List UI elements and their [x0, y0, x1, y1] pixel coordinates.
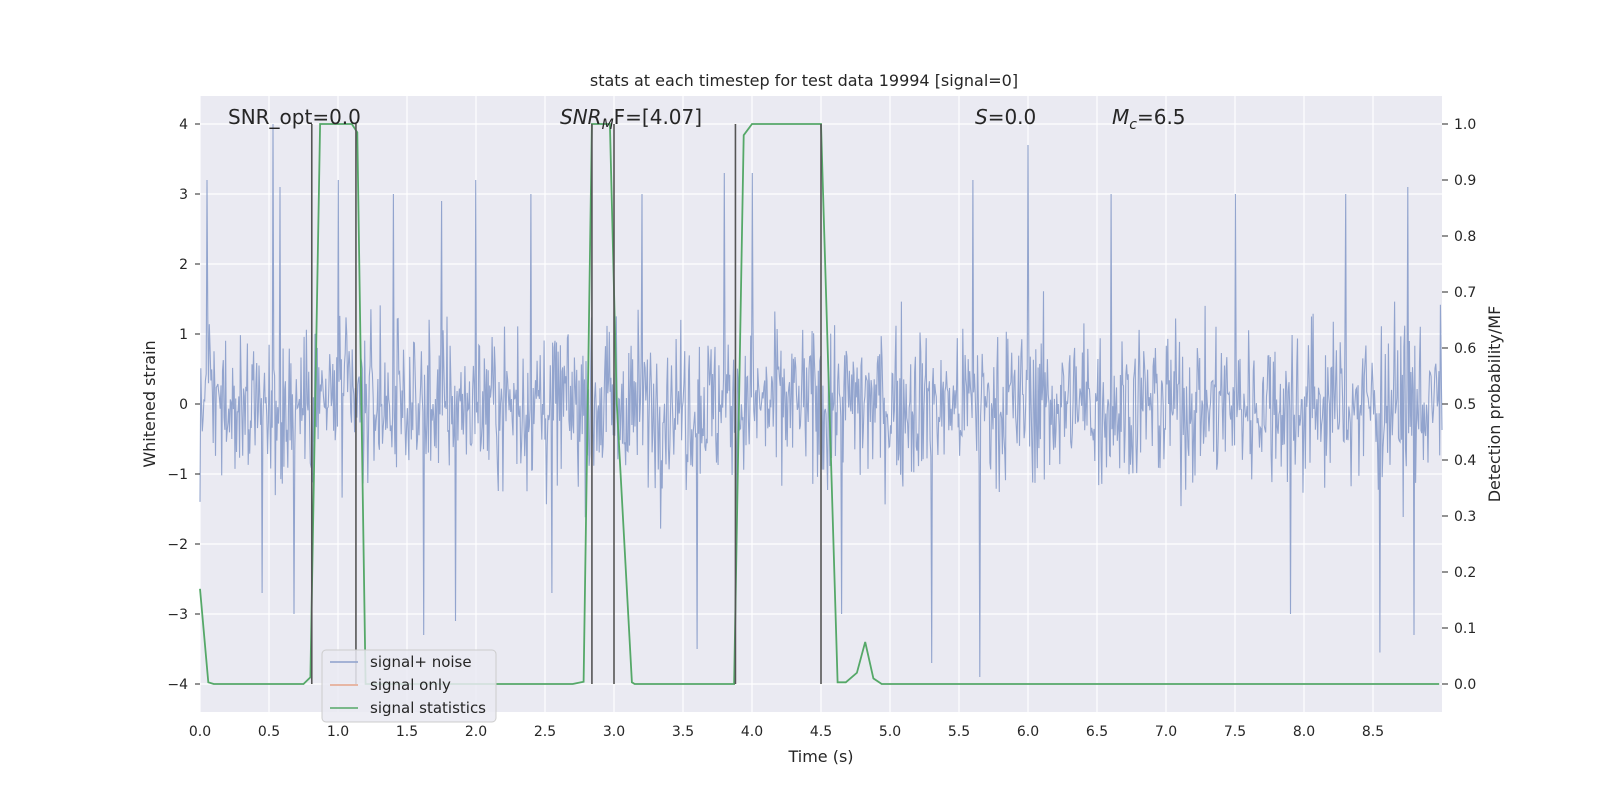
annotation-snr-mf-rest: F=[4.07]	[614, 105, 702, 129]
y-tick-label-right: 0.6	[1454, 341, 1476, 357]
y-tick-label-left: −3	[167, 607, 188, 623]
y-tick-label-right: 1.0	[1454, 117, 1476, 133]
x-tick-label: 8.5	[1362, 724, 1384, 740]
y-tick-label-right: 0.4	[1454, 453, 1476, 469]
y-axis-right-label: Detection probability/MF	[1485, 306, 1504, 503]
annotation-mc-rest: =6.5	[1137, 105, 1186, 129]
annotation-snr-mf: SNRMF=[4.07]	[560, 105, 702, 133]
x-axis-label: Time (s)	[787, 747, 853, 766]
legend-label-signal-noise: signal+ noise	[370, 653, 472, 671]
x-tick-label: 0.0	[189, 724, 211, 740]
y-axis-right: 0.0 0.1 0.2 0.3 0.4 0.5 0.6 0.7 0.8 0.9 1.0	[1442, 117, 1476, 693]
legend-label-signal-statistics: signal statistics	[370, 699, 486, 717]
y-tick-label-right: 0.8	[1454, 229, 1476, 245]
x-tick-label: 6.5	[1086, 724, 1108, 740]
y-tick-label-left: 0	[179, 397, 188, 413]
x-tick-label: 5.0	[879, 724, 901, 740]
y-tick-label-left: 2	[179, 257, 188, 273]
x-tick-label: 2.5	[534, 724, 556, 740]
y-tick-label-left: 1	[179, 327, 188, 343]
legend: signal+ noise signal only signal statist…	[321, 649, 497, 723]
annotation-s-label: S	[975, 105, 988, 129]
y-axis-left-label: Whitened strain	[140, 340, 159, 467]
annotation-snr-mf-base: SNR	[560, 105, 602, 129]
annotation-snr-opt: SNR_opt=0.0	[228, 105, 361, 129]
line-signal-statistics	[199, 123, 1440, 685]
y-tick-label-left: 3	[179, 187, 188, 203]
annotation-mc-label: M	[1112, 105, 1129, 129]
annotations: SNR_opt=0.0 SNRMF=[4.07] S=0.0 Mc=6.5	[228, 105, 1186, 133]
y-tick-label-left: −2	[167, 537, 188, 553]
series-signal-statistics	[199, 123, 1440, 685]
x-tick-label: 6.0	[1017, 724, 1039, 740]
y-tick-label-right: 0.5	[1454, 397, 1476, 413]
y-tick-label-right: 0.0	[1454, 677, 1476, 693]
y-tick-label-left: −4	[167, 677, 188, 693]
annotation-mc: Mc=6.5	[1112, 105, 1186, 133]
y-tick-label-left: 4	[179, 117, 188, 133]
x-tick-label: 4.5	[810, 724, 832, 740]
x-tick-label: 2.0	[465, 724, 487, 740]
y-tick-label-right: 0.9	[1454, 173, 1476, 189]
x-tick-label: 7.0	[1155, 724, 1177, 740]
legend-label-signal-only: signal only	[370, 676, 451, 694]
x-axis: 0.0 0.5 1.0 1.5 2.0 2.5 3.0 3.5 4.0 4.5 5.0 5.5 6.0 6…	[189, 724, 1384, 740]
x-tick-label: 3.5	[672, 724, 694, 740]
y-axis-left: −4 −3 −2 −1 0 1 2 3 4	[167, 117, 200, 693]
y-tick-label-left: −1	[167, 467, 188, 483]
x-tick-label: 4.0	[741, 724, 763, 740]
x-tick-label: 5.5	[948, 724, 970, 740]
x-tick-label: 0.5	[258, 724, 280, 740]
vlines	[310, 124, 822, 684]
y-tick-label-right: 0.2	[1454, 565, 1476, 581]
annotation-s: S=0.0	[975, 105, 1036, 129]
annotation-mc-sub: c	[1129, 117, 1137, 133]
x-tick-label: 8.0	[1293, 724, 1315, 740]
x-tick-label: 3.0	[603, 724, 625, 740]
x-tick-label: 7.5	[1224, 724, 1246, 740]
annotation-snr-mf-sub: M	[602, 117, 614, 133]
y-tick-label-right: 0.1	[1454, 621, 1476, 637]
x-tick-label: 1.5	[396, 724, 418, 740]
annotation-s-rest: =0.0	[988, 105, 1037, 129]
chart-title: stats at each timestep for test data 199…	[590, 71, 1018, 90]
y-tick-label-right: 0.3	[1454, 509, 1476, 525]
y-tick-label-right: 0.7	[1454, 285, 1476, 301]
x-tick-label: 1.0	[327, 724, 349, 740]
legend-box	[321, 649, 497, 723]
